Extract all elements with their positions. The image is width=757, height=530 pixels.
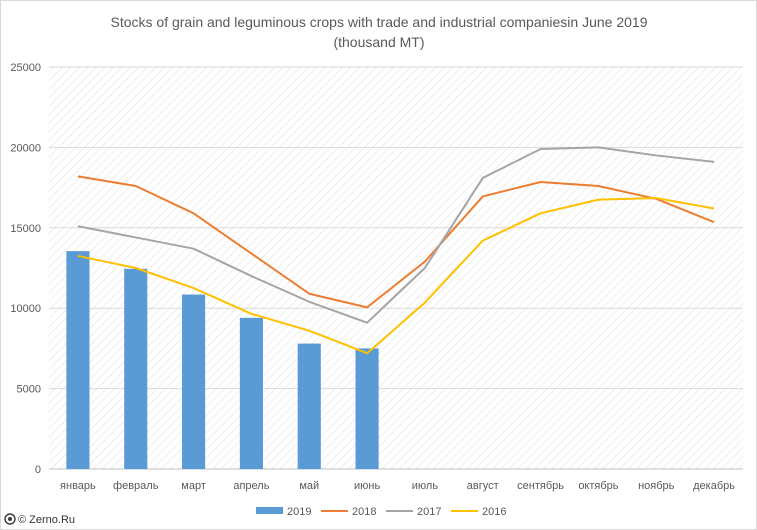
legend-label-2016: 2016: [482, 506, 506, 518]
chart-title: Stocks of grain and leguminous crops wit…: [111, 14, 648, 30]
series-line-2018: [77, 175, 715, 309]
bar-2019: [124, 268, 148, 469]
x-axis-ticks: январь февраль март апрель май июнь июль август…: [60, 480, 735, 492]
y-tick-label: 0: [35, 464, 41, 476]
y-axis-ticks: 0 5000 10000 15000 20000 25000: [10, 62, 41, 476]
legend-label-2019: 2019: [287, 506, 311, 518]
x-tick-label: апрель: [233, 480, 269, 492]
x-tick-label: август: [467, 480, 499, 492]
y-tick-label: 5000: [17, 384, 41, 396]
legend: 2019 2018 2017 2016: [256, 506, 506, 518]
bar-series: [66, 251, 379, 469]
x-tick-label: январь: [60, 480, 96, 492]
series-line-2016: [77, 197, 715, 355]
legend-label-2017: 2017: [417, 506, 441, 518]
x-tick-label: июль: [412, 480, 439, 492]
y-tick-label: 10000: [10, 303, 41, 315]
x-tick-label: декабрь: [693, 480, 735, 492]
gridlines: [49, 66, 743, 470]
line-series: [77, 146, 715, 355]
y-tick-label: 20000: [10, 142, 41, 154]
credit-text: © Zerno.Ru: [18, 514, 75, 526]
y-tick-label: 25000: [10, 62, 41, 74]
logo-dot: [8, 517, 12, 521]
series-line-2017: [77, 146, 715, 324]
legend-label-2018: 2018: [352, 506, 376, 518]
plot-area: [49, 67, 743, 469]
legend-swatch-2019: [256, 507, 283, 514]
x-tick-label: сентябрь: [517, 480, 564, 492]
x-tick-label: июнь: [354, 480, 380, 492]
x-tick-label: февраль: [113, 480, 159, 492]
bar-2019: [182, 294, 206, 469]
credit-logo: © Zerno.Ru: [4, 513, 75, 526]
logo-icon: [4, 513, 16, 525]
x-tick-label: ноябрь: [638, 480, 675, 492]
x-tick-label: май: [299, 480, 319, 492]
x-tick-label: март: [181, 480, 206, 492]
bar-2019: [355, 348, 379, 469]
x-tick-label: октябрь: [578, 480, 618, 492]
chart-subtitle: (thousand MT): [333, 34, 424, 50]
bar-2019: [239, 317, 263, 469]
bar-2019: [297, 343, 321, 469]
bar-2019: [66, 251, 90, 469]
y-tick-label: 15000: [10, 223, 41, 235]
